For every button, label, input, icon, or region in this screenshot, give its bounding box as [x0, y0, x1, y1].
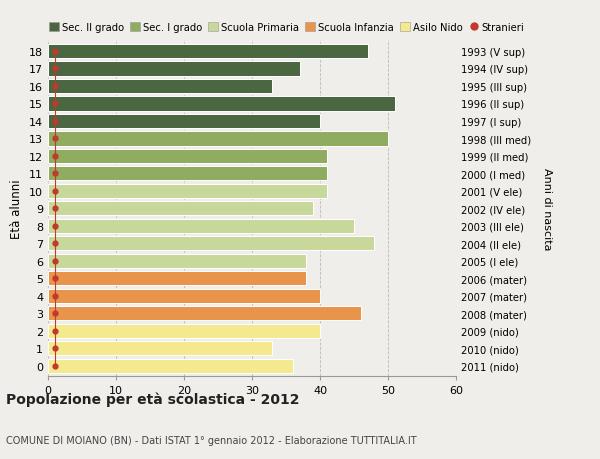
Bar [48, 202, 313, 216]
Bar [48, 341, 272, 356]
Bar [48, 114, 320, 129]
Bar [48, 97, 395, 111]
Legend: Sec. II grado, Sec. I grado, Scuola Primaria, Scuola Infanzia, Asilo Nido, Stran: Sec. II grado, Sec. I grado, Scuola Prim… [49, 23, 524, 33]
Bar [48, 236, 374, 251]
Bar [48, 132, 388, 146]
Bar [48, 219, 354, 234]
Bar [48, 79, 272, 94]
Bar [48, 167, 327, 181]
Bar [48, 271, 307, 286]
Text: COMUNE DI MOIANO (BN) - Dati ISTAT 1° gennaio 2012 - Elaborazione TUTTITALIA.IT: COMUNE DI MOIANO (BN) - Dati ISTAT 1° ge… [6, 435, 416, 445]
Bar [48, 289, 320, 303]
Bar [48, 62, 299, 76]
Y-axis label: Anni di nascita: Anni di nascita [542, 168, 552, 250]
Bar [48, 307, 361, 321]
Text: Popolazione per età scolastica - 2012: Popolazione per età scolastica - 2012 [6, 392, 299, 406]
Bar [48, 359, 293, 373]
Bar [48, 324, 320, 338]
Bar [48, 254, 307, 269]
Y-axis label: Età alunni: Età alunni [10, 179, 23, 239]
Bar [48, 45, 368, 59]
Bar [48, 184, 327, 199]
Bar [48, 149, 327, 164]
